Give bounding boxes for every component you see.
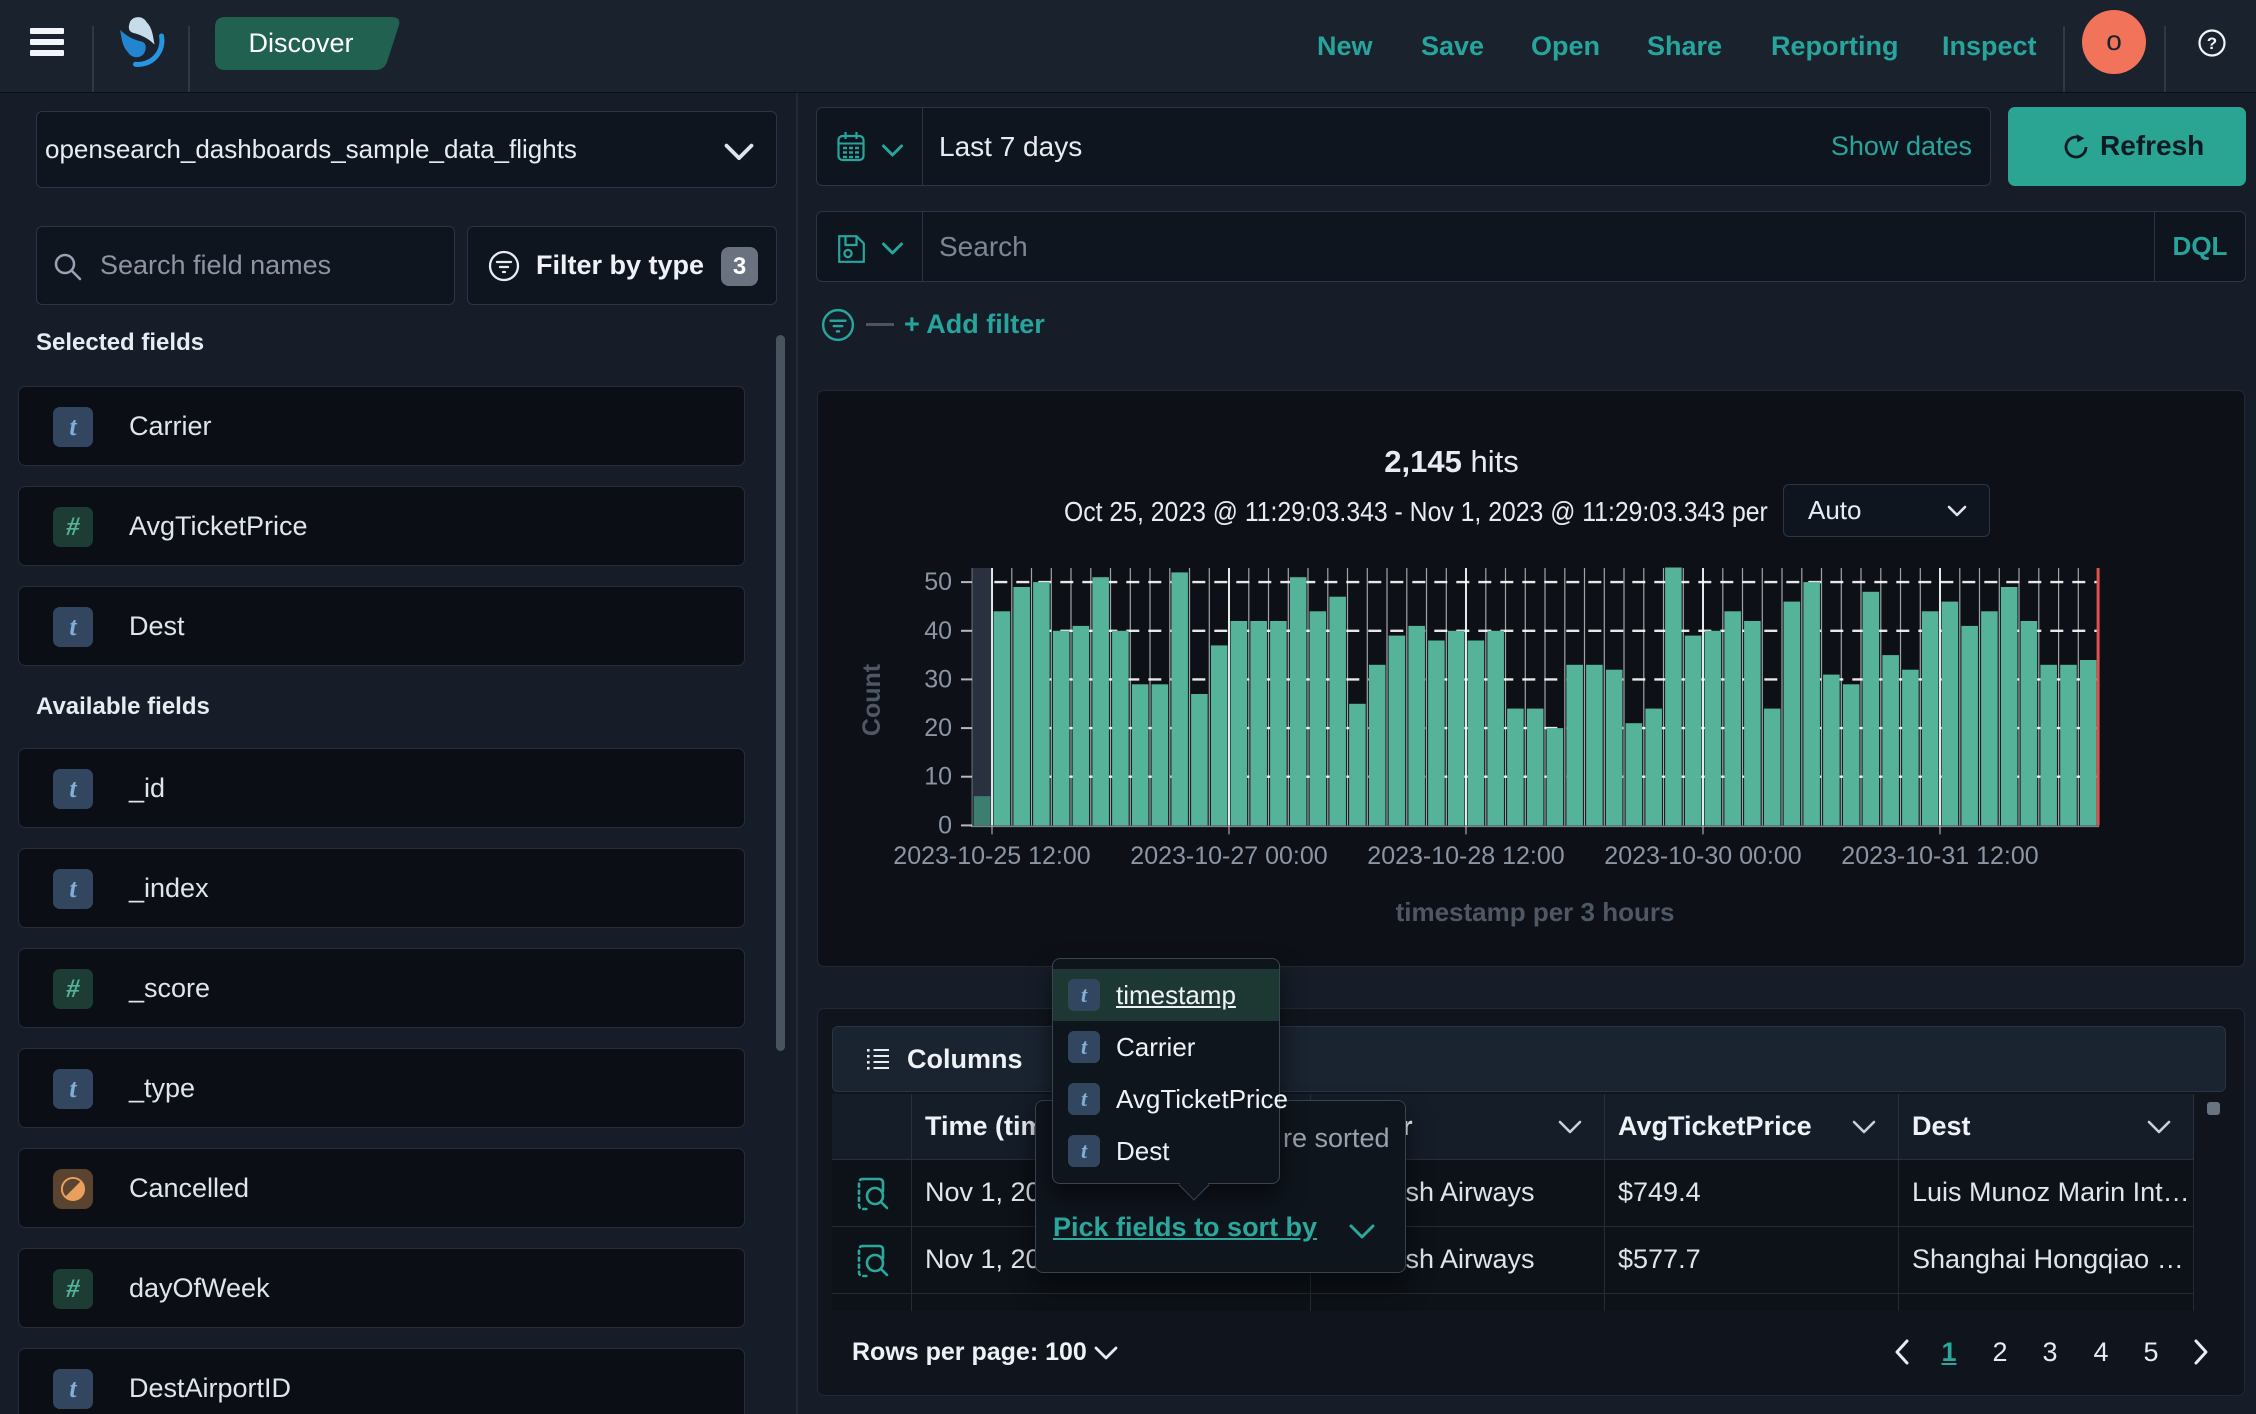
svg-text:2023-10-31 12:00: 2023-10-31 12:00 [1841,842,2038,870]
svg-text:40: 40 [924,617,952,645]
svg-text:timestamp per 3 hours: timestamp per 3 hours [1396,897,1675,927]
svg-text:0: 0 [938,811,952,839]
svg-text:2023-10-25 12:00: 2023-10-25 12:00 [893,842,1090,870]
svg-text:10: 10 [924,763,952,791]
svg-text:?: ? [2207,34,2217,53]
svg-text:50: 50 [924,568,952,596]
svg-text:2023-10-28 12:00: 2023-10-28 12:00 [1367,842,1564,870]
svg-text:20: 20 [924,714,952,742]
svg-text:Count: Count [858,663,886,736]
svg-text:2023-10-30 00:00: 2023-10-30 00:00 [1604,842,1801,870]
svg-text:30: 30 [924,665,952,693]
svg-text:2023-10-27 00:00: 2023-10-27 00:00 [1130,842,1327,870]
